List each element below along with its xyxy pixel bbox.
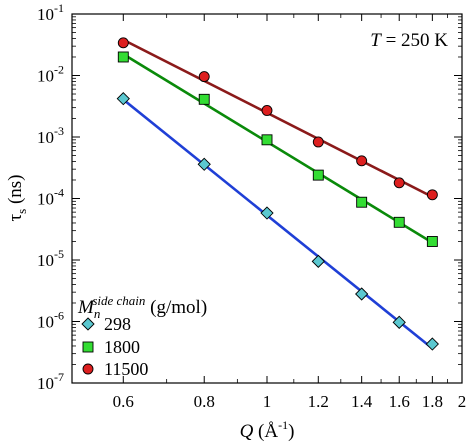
data-point	[393, 177, 405, 189]
y-tick-label: 10-3	[37, 124, 64, 147]
legend-label: 298	[104, 314, 131, 334]
data-point	[426, 189, 438, 201]
y-axis-ticks: 10-7 10-6 10-5 10-4 10-3 10-2 10-1	[37, 1, 462, 393]
data-point	[312, 169, 324, 181]
data-point	[356, 155, 368, 167]
series-1800	[117, 51, 438, 247]
data-point	[260, 206, 274, 220]
legend-title: Mnside chain (g/mol)	[77, 293, 207, 321]
fit-line-11500	[122, 38, 433, 199]
data-point	[261, 134, 273, 146]
y-tick-label: 10-1	[37, 1, 64, 24]
data-point	[392, 315, 406, 329]
x-axis-ticks: 0.6 0.8 1 1.2 1.4 1.6 1.8 2	[71, 14, 467, 411]
x-tick-label: 1.6	[389, 392, 410, 411]
legend-label: 11500	[104, 359, 148, 379]
legend-label: 1800	[104, 337, 140, 357]
data-point	[117, 37, 129, 49]
legend-marker	[82, 341, 94, 353]
fit-lines	[122, 38, 434, 350]
x-tick-label: 1.8	[422, 392, 443, 411]
legend-entry-11500: 11500	[82, 359, 148, 379]
x-tick-label: 1.4	[351, 392, 373, 411]
legend-marker	[82, 363, 94, 375]
y-tick-label: 10-6	[37, 309, 64, 332]
x-tick-label: 1.2	[308, 392, 329, 411]
data-point	[426, 236, 438, 247]
data-point	[198, 93, 210, 105]
data-point	[117, 51, 129, 63]
legend-entry-298: 298	[81, 314, 131, 334]
data-point	[355, 287, 369, 301]
data-point	[198, 71, 210, 83]
data-markers	[116, 37, 439, 351]
y-tick-label: 10-7	[37, 370, 64, 393]
x-tick-label: 0.6	[113, 392, 134, 411]
data-point	[425, 337, 439, 351]
y-axis-label: τs (ns)	[5, 174, 29, 221]
data-point	[116, 92, 130, 106]
y-tick-label: 10-4	[37, 186, 64, 209]
x-tick-label: 2	[458, 392, 467, 411]
data-point	[311, 254, 325, 269]
y-tick-label: 10-2	[37, 63, 64, 86]
legend-entry-1800: 1800	[82, 337, 140, 357]
series-298	[116, 92, 439, 351]
legend-marker	[81, 317, 95, 331]
fit-line-1800	[122, 53, 434, 244]
fit-line-298	[122, 98, 434, 350]
x-tick-label: 0.8	[194, 392, 215, 411]
data-point	[393, 216, 405, 228]
x-tick-label: 1	[263, 392, 272, 411]
data-point	[197, 157, 211, 171]
data-point	[261, 105, 273, 116]
data-point	[312, 136, 324, 148]
temperature-annotation: T = 250 K	[370, 30, 448, 51]
x-axis-label: Q (Å-1)	[240, 418, 295, 442]
y-tick-label: 10-5	[37, 247, 64, 270]
data-point	[356, 196, 368, 208]
series-11500	[117, 37, 438, 201]
